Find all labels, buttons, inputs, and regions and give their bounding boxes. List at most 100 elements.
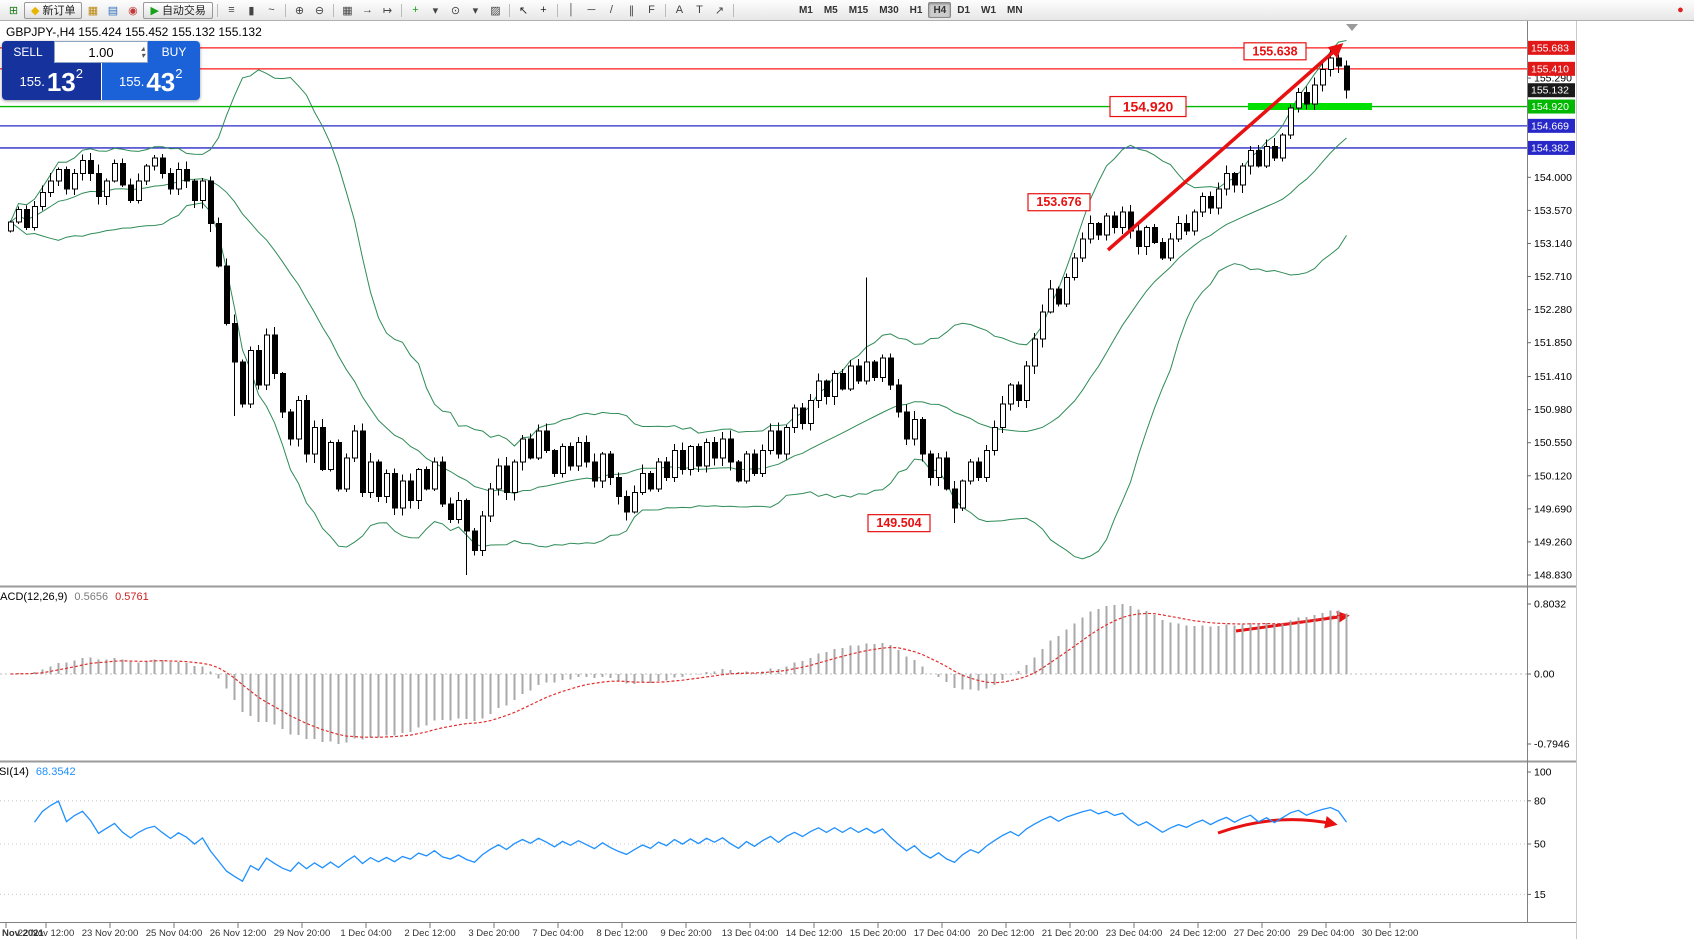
macd-signal-line — [10, 612, 1347, 738]
channel-icon[interactable]: ∥ — [622, 2, 641, 19]
indicators-icon[interactable]: + — [406, 2, 425, 19]
trendline-icon[interactable]: / — [602, 2, 621, 19]
fibonacci-icon[interactable]: F — [642, 2, 661, 19]
annotation-box — [1027, 193, 1091, 212]
new-chart-icon[interactable]: ⊞ — [4, 2, 23, 19]
indicators-list-icon[interactable]: ▾ — [426, 2, 445, 19]
tile-windows-icon[interactable]: ▦ — [338, 2, 357, 19]
rsi-line — [33, 800, 1348, 883]
auto-scroll-icon[interactable]: → — [358, 2, 377, 19]
buy-price-prefix: 155. — [119, 74, 145, 89]
candlestick-chart-icon[interactable]: ▮ — [242, 2, 261, 19]
text-label-icon[interactable]: T — [690, 2, 709, 19]
price-axis-label: 149.260 — [1534, 536, 1572, 548]
zoom-out-icon[interactable]: ⊖ — [310, 2, 329, 19]
buy-button[interactable]: BUY — [148, 41, 200, 63]
status-alert-icon[interactable]: ● — [1671, 2, 1690, 19]
price-tag — [1528, 118, 1575, 133]
timeframe-switcher: M1 M5 M15 M30 H1 H4 D1 W1 MN — [794, 2, 1028, 18]
macd-axis-label: 0.8032 — [1534, 599, 1566, 611]
volume-down-icon[interactable]: ▾ — [140, 51, 145, 60]
chart-shift-icon[interactable]: ↦ — [378, 2, 397, 19]
price-axis-label: 151.850 — [1534, 337, 1572, 349]
sell-price-button[interactable]: 155. 13 2 — [2, 63, 101, 100]
timeframe-m15[interactable]: M15 — [844, 2, 873, 18]
autotrading-icon: ▶ — [150, 4, 159, 17]
toolbar-separator — [332, 3, 334, 17]
navigator-icon[interactable]: ◉ — [123, 2, 142, 19]
horizontal-line-icon[interactable]: ─ — [582, 2, 601, 19]
sell-price-big: 13 — [46, 66, 76, 97]
volume-spinner[interactable]: ▴ ▾ — [141, 43, 145, 61]
price-axis-label: 152.280 — [1534, 304, 1572, 316]
time-axis-label: 1 Dec 04:00 — [340, 928, 391, 939]
time-axis-label: 17 Dec 04:00 — [914, 928, 971, 939]
crosshair-icon[interactable]: + — [534, 2, 553, 19]
price-axis-label: 150.120 — [1534, 470, 1572, 482]
sell-button[interactable]: SELL — [2, 41, 54, 63]
price-axis-label: 153.140 — [1534, 238, 1572, 250]
candlestick-series — [8, 47, 1350, 575]
line-chart-icon[interactable]: ~ — [262, 2, 281, 19]
price-tag — [1528, 61, 1575, 76]
time-axis-label: 14 Dec 12:00 — [786, 928, 843, 939]
price-axis-label: 150.550 — [1534, 437, 1572, 449]
timeframe-h1[interactable]: H1 — [905, 2, 928, 18]
timeframe-m1[interactable]: M1 — [794, 2, 818, 18]
time-axis-label: 29 Nov 20:00 — [274, 928, 331, 939]
timeframe-m5[interactable]: M5 — [819, 2, 843, 18]
price-axis-label: 150.980 — [1534, 404, 1572, 416]
timeframe-m30[interactable]: M30 — [874, 2, 903, 18]
periods-list-icon[interactable]: ▾ — [466, 2, 485, 19]
text-icon[interactable]: A — [670, 2, 689, 19]
rsi-header: RSI(14) 68.3542 — [0, 766, 76, 778]
price-tag-text: 154.382 — [1531, 142, 1569, 154]
volume-input[interactable]: 1.00 ▴ ▾ — [54, 41, 148, 63]
price-axis[interactable]: 155.290154.000153.570153.140152.710152.2… — [1527, 40, 1575, 582]
trend-arrow-rsi[interactable] — [1217, 816, 1338, 835]
data-window-icon[interactable]: ▤ — [103, 2, 122, 19]
new-order-button-label: 新订单 — [42, 5, 76, 17]
toolbar-separator — [732, 3, 734, 17]
vertical-line-icon[interactable]: │ — [562, 2, 581, 19]
cursor-icon[interactable]: ↖ — [514, 2, 533, 19]
timeframe-d1[interactable]: D1 — [952, 2, 975, 18]
toolbar: ⊞ ◆ 新订单 ▦ ▤ ◉ ▶ 自动交易 ≡ ▮ ~ ⊕ ⊖ ▦ → ↦ + ▾ ⊙ ▾ ▨ ↖ + │ ─ / ∥ F A T ↗ M1 M5… — [0, 0, 1694, 21]
price-tag-text: 155.132 — [1531, 85, 1569, 97]
timeframe-mn[interactable]: MN — [1002, 2, 1028, 18]
periods-icon[interactable]: ⊙ — [446, 2, 465, 19]
toolbar-separator — [216, 3, 218, 17]
volume-up-icon[interactable]: ▴ — [140, 44, 145, 53]
price-tag — [1528, 40, 1575, 55]
time-axis-label: 13 Dec 04:00 — [722, 928, 779, 939]
arrows-tool-icon[interactable]: ↗ — [710, 2, 729, 19]
buy-price-button[interactable]: 155. 43 2 — [100, 63, 200, 100]
macd-axis-label: 0.00 — [1534, 669, 1555, 681]
price-tag-text: 155.410 — [1531, 63, 1569, 75]
market-watch-icon[interactable]: ▦ — [83, 2, 102, 19]
timeframe-h4[interactable]: H4 — [928, 2, 952, 18]
annotation-box — [1243, 42, 1307, 61]
bars-chart-icon[interactable]: ≡ — [222, 2, 241, 19]
annotation-text: 153.676 — [1036, 195, 1081, 209]
sell-price-sup: 2 — [75, 66, 83, 81]
macd-axis[interactable]: 0.8032 0.00 -0.7946 — [1527, 599, 1570, 751]
price-axis-label: 152.710 — [1534, 271, 1572, 283]
trend-arrow-main[interactable] — [1106, 43, 1344, 252]
timeframe-w1[interactable]: W1 — [976, 2, 1001, 18]
toolbar-separator — [556, 3, 558, 17]
zoom-in-icon[interactable]: ⊕ — [290, 2, 309, 19]
volume-value: 1.00 — [88, 44, 114, 60]
templates-icon[interactable]: ▨ — [486, 2, 505, 19]
toolbar-separator — [508, 3, 510, 17]
chart-shift-marker[interactable] — [1346, 24, 1358, 31]
rsi-axis[interactable]: 100 80 50 15 — [1527, 767, 1552, 901]
autotrading-button[interactable]: ▶ 自动交易 — [143, 1, 213, 19]
new-order-button[interactable]: ◆ 新订单 — [24, 1, 83, 19]
price-axis-label: 154.000 — [1534, 172, 1572, 184]
rsi-title: RSI(14) — [0, 766, 29, 778]
time-axis-label: 25 Nov 04:00 — [146, 928, 203, 939]
bollinger-lower — [10, 202, 1347, 560]
